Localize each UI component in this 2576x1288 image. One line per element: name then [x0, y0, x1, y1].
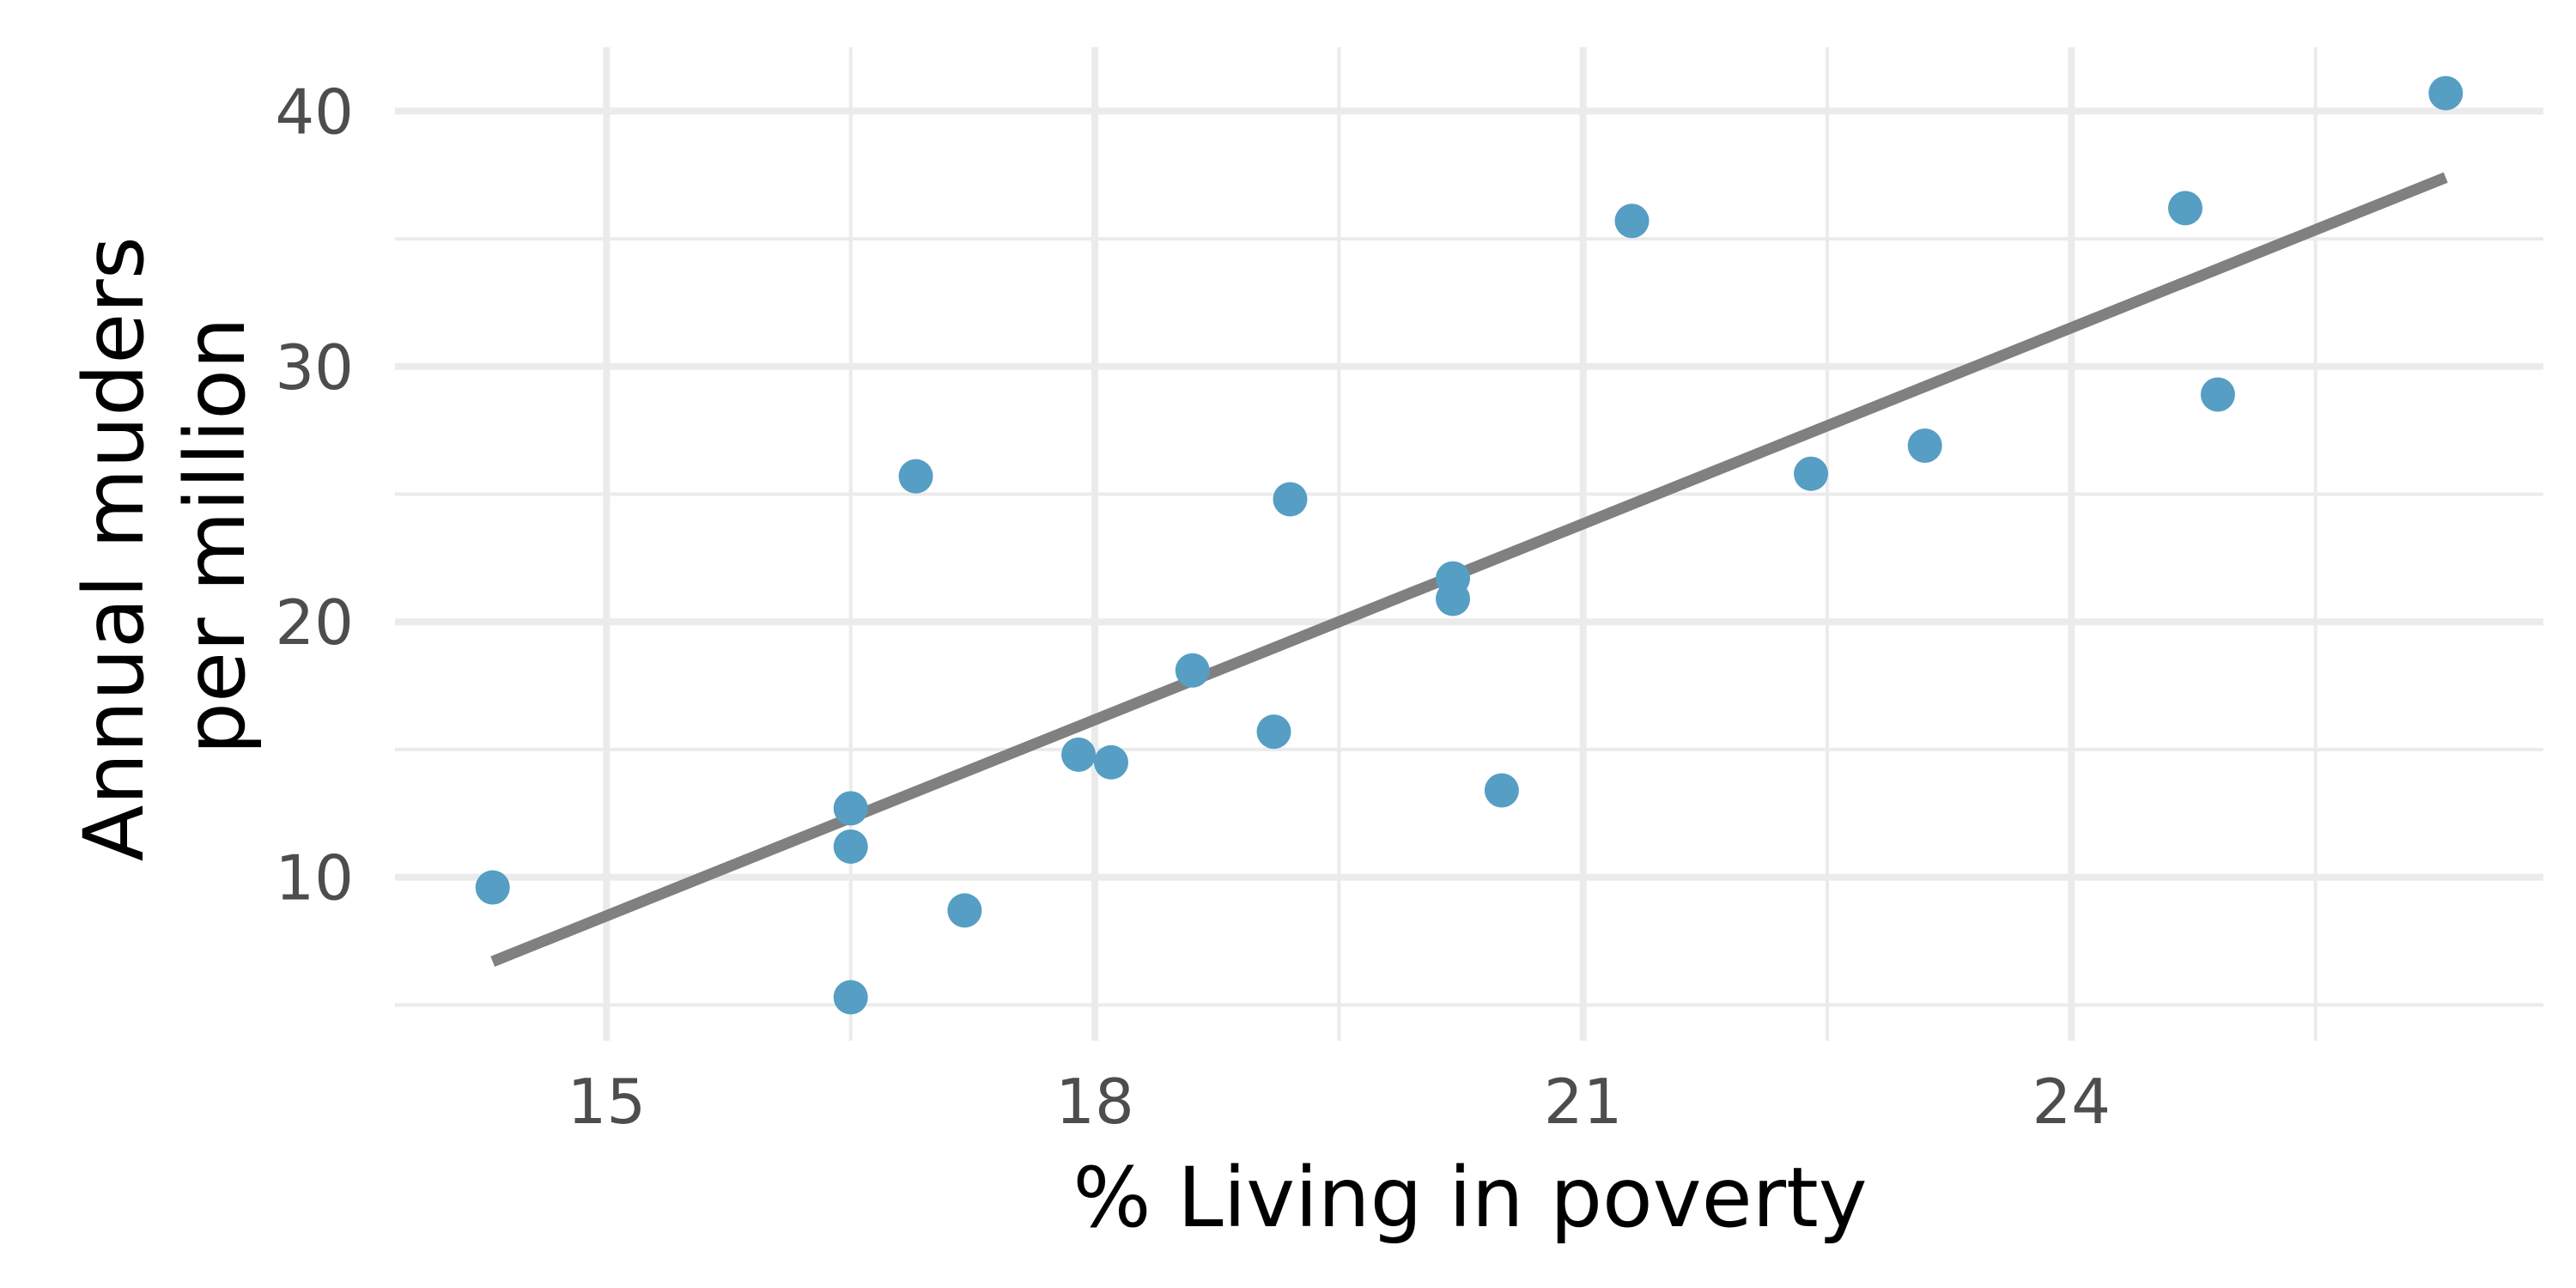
data-point	[947, 893, 982, 928]
data-point	[2168, 191, 2202, 226]
data-point	[1273, 482, 1308, 517]
y-axis-title: Annual muders per million	[66, 210, 264, 862]
data-point	[1256, 714, 1291, 750]
data-point	[1794, 456, 1829, 491]
y-tick-label: 10	[275, 842, 354, 914]
data-point	[833, 829, 868, 864]
data-point	[1484, 773, 1519, 808]
data-point	[1907, 428, 1942, 463]
major-gridlines	[395, 47, 2543, 1041]
data-point	[1094, 744, 1128, 780]
data-point	[833, 791, 868, 826]
regression-line	[490, 172, 2448, 967]
y-tick-label: 30	[275, 331, 354, 404]
data-point	[1175, 653, 1210, 688]
data-point	[833, 980, 868, 1015]
y-tick-label: 40	[275, 76, 354, 148]
data-point	[1436, 581, 1471, 617]
x-tick-label: 18	[1055, 1066, 1134, 1138]
y-axis-title-line-2: per million	[167, 317, 264, 755]
y-axis-title-line-1: Annual muders	[66, 236, 162, 861]
regression-line-group	[490, 172, 2448, 967]
data-point	[475, 870, 510, 905]
data-point	[2428, 76, 2464, 111]
x-tick-label: 15	[568, 1066, 647, 1138]
data-points	[475, 76, 2464, 1015]
x-axis-title: % Living in poverty	[1072, 1150, 1867, 1246]
data-point	[1614, 204, 1649, 239]
minor-gridlines	[395, 47, 2543, 1041]
data-point	[2200, 377, 2235, 412]
y-tick-label: 20	[275, 586, 354, 659]
data-point	[1061, 737, 1097, 772]
data-point	[898, 459, 933, 494]
x-tick-labels: 15 18 21 24	[568, 1066, 2111, 1138]
y-tick-labels: 10 20 30 40	[275, 76, 354, 914]
x-tick-label: 24	[2032, 1066, 2111, 1138]
x-tick-label: 21	[1544, 1066, 1623, 1138]
